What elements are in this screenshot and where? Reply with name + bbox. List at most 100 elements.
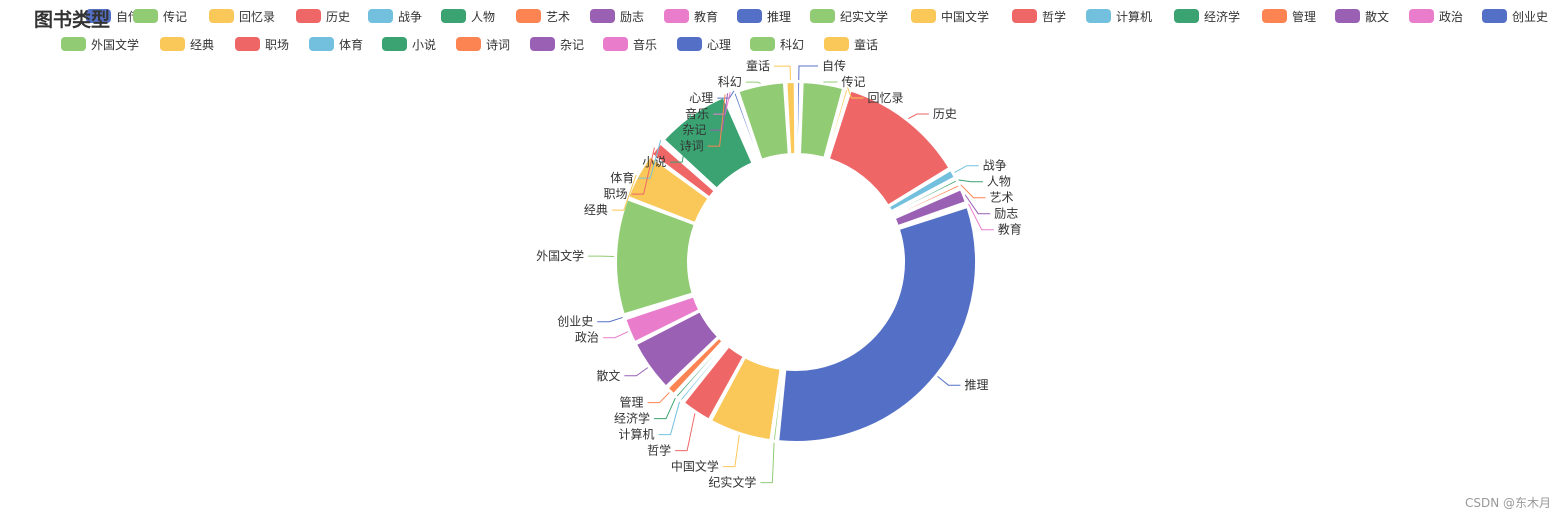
pie-slice[interactable] bbox=[650, 142, 716, 199]
legend-item[interactable]: 童话 bbox=[824, 35, 878, 53]
legend-item[interactable]: 励志 bbox=[590, 7, 644, 25]
legend-item[interactable]: 职场 bbox=[235, 35, 289, 53]
legend-swatch bbox=[368, 9, 393, 23]
pie-slice[interactable] bbox=[897, 203, 968, 229]
pie-slice[interactable] bbox=[777, 206, 977, 443]
label-leader-line bbox=[937, 376, 961, 386]
label-leader-line bbox=[968, 203, 994, 231]
legend-item[interactable]: 科幻 bbox=[750, 35, 804, 53]
pie-slice[interactable] bbox=[827, 89, 951, 207]
pie-slice[interactable] bbox=[662, 96, 754, 190]
pie-slice[interactable] bbox=[732, 91, 762, 162]
legend-item[interactable]: 小说 bbox=[382, 35, 436, 53]
legend-swatch bbox=[382, 37, 407, 51]
pie-slice[interactable] bbox=[890, 178, 959, 216]
legend-item[interactable]: 哲学 bbox=[1012, 7, 1066, 25]
legend-item[interactable]: 经典 bbox=[160, 35, 214, 53]
pie-slice[interactable] bbox=[674, 341, 727, 399]
slice-label: 杂记 bbox=[682, 123, 706, 137]
legend-label: 艺术 bbox=[546, 9, 571, 24]
label-leader-line bbox=[631, 147, 655, 195]
legend-label: 杂记 bbox=[560, 37, 585, 52]
legend-item[interactable]: 纪实文学 bbox=[810, 7, 888, 25]
legend-swatch bbox=[235, 37, 260, 51]
legend-item[interactable]: 外国文学 bbox=[61, 35, 139, 53]
legend-label: 中国文学 bbox=[941, 9, 990, 24]
legend-swatch bbox=[824, 37, 849, 51]
pie-slice[interactable] bbox=[887, 168, 956, 213]
label-leader-line bbox=[847, 87, 864, 99]
pie-slice[interactable] bbox=[678, 343, 729, 403]
legend-item[interactable]: 经济学 bbox=[1174, 7, 1240, 25]
legend-item[interactable]: 心理 bbox=[677, 35, 731, 53]
slice-label: 职场 bbox=[604, 187, 628, 201]
label-leader-line bbox=[658, 401, 680, 436]
pie-slice[interactable] bbox=[893, 188, 967, 228]
legend-item[interactable]: 音乐 bbox=[603, 35, 657, 53]
pie-slice[interactable] bbox=[634, 310, 719, 388]
legend-label: 励志 bbox=[620, 9, 645, 24]
label-leader-line bbox=[597, 316, 623, 323]
pie-slice[interactable] bbox=[724, 95, 756, 164]
pie-slice[interactable] bbox=[660, 140, 717, 191]
legend-swatch bbox=[810, 9, 835, 23]
legend-swatch bbox=[516, 9, 541, 23]
label-leader-line bbox=[611, 174, 637, 211]
legend-swatch bbox=[1012, 9, 1037, 23]
legend-item[interactable]: 传记 bbox=[133, 7, 187, 25]
legend-label: 科幻 bbox=[780, 37, 805, 52]
legend-item[interactable]: 回忆录 bbox=[209, 7, 275, 25]
pie-slice[interactable] bbox=[892, 183, 961, 218]
legend-swatch bbox=[61, 37, 86, 51]
legend-label: 计算机 bbox=[1116, 9, 1153, 24]
slice-label: 回忆录 bbox=[867, 91, 903, 105]
legend-item[interactable]: 管理 bbox=[1262, 7, 1316, 25]
legend-item[interactable]: 杂记 bbox=[530, 35, 584, 53]
slice-label: 经典 bbox=[584, 203, 608, 217]
slice-label: 战争 bbox=[983, 159, 1007, 173]
legend-label: 童话 bbox=[854, 37, 879, 52]
legend-label: 小说 bbox=[412, 37, 437, 52]
legend-item[interactable]: 体育 bbox=[309, 35, 363, 53]
slice-label: 励志 bbox=[994, 207, 1018, 221]
legend-label: 职场 bbox=[265, 37, 290, 52]
label-leader-line bbox=[908, 113, 929, 120]
legend-item[interactable]: 教育 bbox=[664, 7, 718, 25]
chart-title: 图书类型 bbox=[34, 9, 111, 31]
pie-slice[interactable] bbox=[710, 356, 782, 442]
pie-slice[interactable] bbox=[785, 81, 797, 156]
label-leader-line bbox=[654, 398, 676, 420]
label-leader-line bbox=[638, 140, 662, 179]
legend-item[interactable]: 推理 bbox=[737, 7, 791, 25]
legend-swatch bbox=[677, 37, 702, 51]
pie-slice[interactable] bbox=[666, 336, 724, 396]
pie-slice[interactable] bbox=[799, 81, 845, 159]
legend-item[interactable]: 政治 bbox=[1409, 7, 1463, 25]
legend-swatch bbox=[750, 37, 775, 51]
legend-item[interactable]: 创业史 bbox=[1482, 7, 1548, 25]
legend-item[interactable]: 历史 bbox=[296, 7, 350, 25]
legend-item[interactable]: 人物 bbox=[441, 7, 495, 25]
pie-slice[interactable] bbox=[737, 81, 790, 161]
pie-slice[interactable] bbox=[824, 87, 850, 160]
pie-slice[interactable] bbox=[727, 94, 757, 163]
legend-swatch bbox=[209, 9, 234, 23]
legend-label: 音乐 bbox=[633, 37, 658, 52]
pie-slice[interactable] bbox=[682, 345, 745, 421]
legend-item[interactable]: 诗词 bbox=[456, 35, 510, 53]
pie-slice[interactable] bbox=[729, 93, 759, 163]
legend-swatch bbox=[530, 37, 555, 51]
legend-item[interactable]: 战争 bbox=[368, 7, 422, 25]
legend-item[interactable]: 艺术 bbox=[516, 7, 570, 25]
pie-slice[interactable] bbox=[623, 293, 695, 319]
legend-item[interactable]: 中国文学 bbox=[911, 7, 989, 25]
pie-slice[interactable] bbox=[624, 295, 701, 344]
legend-item[interactable]: 计算机 bbox=[1086, 7, 1152, 25]
pie-slice[interactable] bbox=[795, 81, 802, 156]
legend-item[interactable]: 散文 bbox=[1335, 7, 1389, 25]
legend-swatch bbox=[1262, 9, 1287, 23]
label-leader-line bbox=[774, 65, 792, 81]
pie-slice[interactable] bbox=[771, 368, 785, 442]
legend-swatch bbox=[441, 9, 466, 23]
legend-label: 创业史 bbox=[1512, 9, 1549, 24]
